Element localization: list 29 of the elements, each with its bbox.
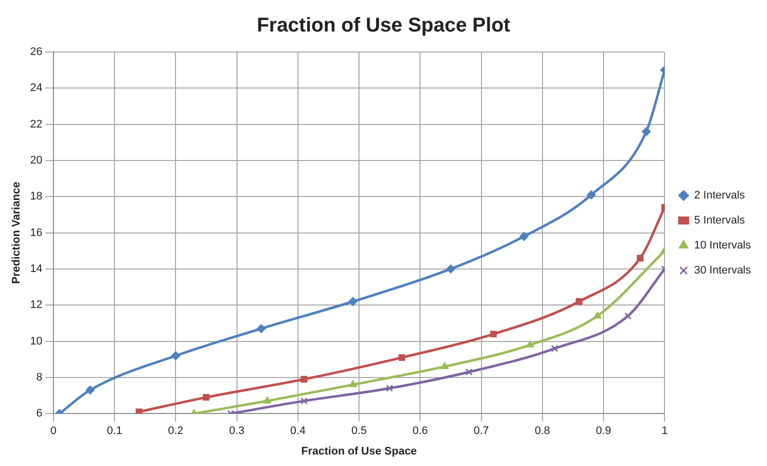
y-axis-title: Prediction Variance	[10, 182, 23, 284]
chart-title: Fraction of Use Space Plot	[256, 14, 511, 37]
x-tick-label: 0.8	[534, 425, 550, 438]
x-tick-label: 0.9	[596, 425, 612, 438]
y-tick-label: 22	[30, 118, 42, 130]
y-tick-label: 8	[36, 371, 42, 384]
y-tick-label: 26	[30, 46, 42, 58]
y-tick-label: 16	[30, 226, 42, 239]
x-tick-label: 1	[662, 425, 668, 438]
legend-label: 2 Intervals	[694, 190, 746, 202]
y-tick-label: 10	[30, 335, 42, 348]
x-tick-label: 0	[50, 425, 56, 438]
x-axis-title: Fraction of Use Space	[301, 445, 417, 458]
x-tick-label: 0.1	[106, 425, 122, 438]
y-tick-label: 12	[30, 299, 42, 312]
y-tick-label: 24	[30, 82, 42, 94]
legend-label: 30 Intervals	[694, 264, 752, 277]
x-tick-label: 0.3	[229, 425, 244, 438]
x-tick-label: 0.5	[351, 425, 367, 438]
x-tick-label: 0.4	[290, 425, 306, 438]
x-tick-label: 0.7	[474, 425, 489, 438]
y-tick-label: 14	[30, 262, 42, 275]
y-tick-label: 6	[36, 408, 42, 420]
x-tick-label: 0.6	[412, 425, 428, 438]
y-tick-label: 18	[30, 190, 42, 203]
y-tick-label: 20	[30, 154, 42, 167]
legend-label: 5 Intervals	[694, 214, 746, 227]
x-tick-label: 0.2	[168, 425, 184, 438]
legend-label: 10 Intervals	[694, 240, 752, 252]
